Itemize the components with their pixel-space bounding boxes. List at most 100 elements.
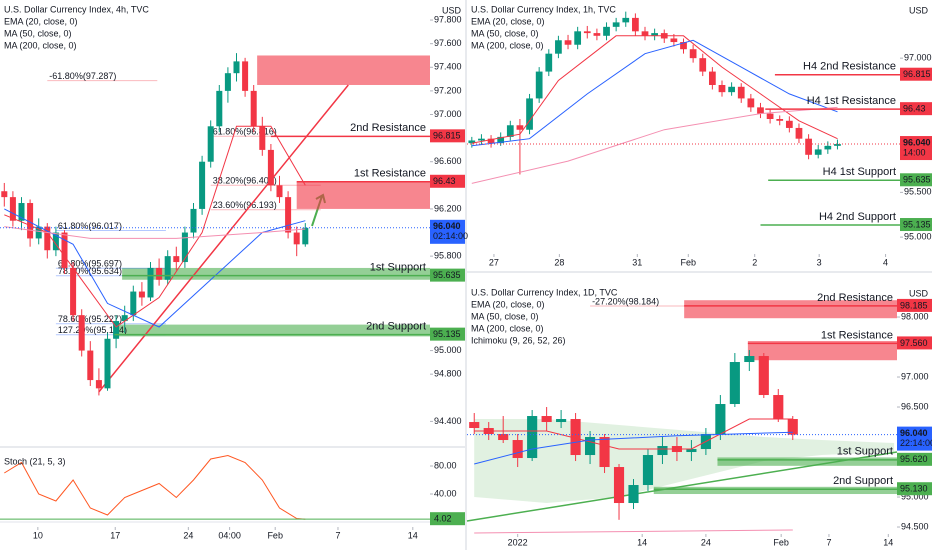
price-tag-label: 95.135	[903, 219, 931, 229]
candle-body	[512, 440, 523, 459]
candle-body	[570, 419, 581, 456]
x-tick-label: 28	[554, 257, 564, 267]
candle-body	[267, 149, 274, 186]
y-tick-label: 97.000	[904, 53, 932, 63]
candle-body	[622, 17, 630, 23]
indicator-line	[471, 39, 838, 147]
candle-body	[574, 31, 582, 45]
fib-label: 78.60%(95.634)	[58, 266, 122, 276]
candle-body	[70, 267, 77, 316]
candle-body	[729, 362, 740, 405]
fib-label: -61.80%(97.287)	[49, 71, 116, 81]
y-tick-label: 96.200	[434, 203, 462, 213]
x-tick-label: 17	[110, 530, 120, 540]
candle-body	[52, 232, 59, 251]
zone	[747, 341, 897, 361]
candle-body	[181, 232, 188, 263]
candle-body	[603, 26, 610, 36]
zone	[122, 267, 431, 280]
candle-body	[276, 185, 283, 198]
indicator-name: EMA (20, close, 0)	[4, 16, 78, 26]
level-label: 2nd Resistance	[817, 292, 893, 304]
level-label: H4 1st Resistance	[807, 95, 896, 107]
value-tag	[430, 512, 465, 526]
candle-body	[497, 136, 505, 144]
candle-body	[535, 71, 543, 99]
indicator-name: EMA (20, close, 0)	[471, 16, 545, 26]
candle-body	[526, 98, 533, 130]
y-tick-label: 98.000	[901, 311, 929, 321]
x-tick-label: 24	[183, 530, 193, 540]
level-label: 1st Support	[370, 262, 426, 274]
level-label: 2nd Support	[833, 475, 893, 487]
chart-title: U.S. Dollar Currency Index, 4h, TVC	[4, 4, 149, 14]
value-tag-label: 4.02	[434, 514, 452, 524]
last-price-tag	[900, 136, 932, 161]
y-tick-label: 97.000	[901, 371, 929, 381]
price-tag	[897, 452, 932, 466]
x-tick-label: 14	[637, 537, 647, 547]
y-tick-label: 95.000	[901, 491, 929, 501]
candle-body	[199, 161, 206, 209]
price-tag-label: 96.43	[903, 104, 926, 114]
countdown: 14:00	[903, 147, 926, 157]
price-tag-label: 95.135	[433, 329, 461, 339]
candle-body	[259, 126, 266, 150]
candle-body	[516, 125, 524, 130]
candle-body	[469, 422, 480, 429]
candle-body	[612, 22, 620, 27]
y-tick-label: 94.400	[434, 416, 462, 426]
price-tag	[430, 129, 465, 143]
fib-label: 127.20%(95.134)	[58, 325, 127, 335]
last-price-label: 96.040	[900, 428, 928, 438]
candle-body	[190, 208, 197, 233]
price-tag	[430, 268, 465, 282]
y-tick-label: 97.400	[434, 62, 462, 72]
fib-label: 38.20%(96.401)	[213, 176, 277, 186]
price-tag-label: 98.185	[900, 300, 928, 310]
candle-body	[599, 437, 610, 468]
fib-label: 61.80%(96.017)	[58, 221, 122, 231]
candle-body	[583, 31, 591, 34]
x-tick-label: 10	[33, 530, 43, 540]
candle-body	[293, 232, 300, 245]
zone	[684, 300, 897, 319]
price-tag	[900, 218, 932, 232]
indicator-name: MA (200, close, 0)	[4, 40, 77, 50]
candle-body	[285, 197, 292, 233]
level-label: H4 1st Support	[823, 166, 896, 178]
axis-unit: USD	[909, 5, 929, 15]
y-tick-label: 97.600	[434, 38, 462, 48]
fib-label: 78.60%(95.227)	[58, 314, 122, 324]
price-tag-label: 95.620	[900, 454, 928, 464]
candle-body	[758, 356, 769, 396]
x-tick-label: 2	[752, 257, 757, 267]
candle-body	[156, 267, 163, 280]
indicator-name: EMA (20, close, 0)	[471, 299, 545, 309]
y-tick-label: 96.600	[434, 156, 462, 166]
candle-body	[632, 17, 639, 32]
candle-body	[686, 449, 697, 453]
candle-body	[718, 85, 726, 93]
candle-body	[27, 203, 34, 239]
countdown: 02:14:00	[433, 231, 468, 241]
x-tick-label: Feb	[267, 530, 283, 540]
candle-body	[138, 291, 145, 298]
candle-body	[564, 40, 572, 45]
candle-body	[113, 321, 120, 339]
candle-body	[18, 203, 25, 221]
candle-body	[87, 350, 94, 381]
candle-body	[680, 42, 687, 50]
candle-body	[130, 291, 137, 316]
candle-body	[593, 33, 601, 36]
chart-title: U.S. Dollar Currency Index, 1D, TVC	[471, 287, 618, 297]
candle-body	[224, 73, 231, 91]
candle-body	[824, 145, 832, 150]
candle-body	[207, 126, 214, 162]
candle-body	[506, 125, 514, 137]
zone	[653, 486, 897, 495]
x-tick-label: 14	[883, 537, 893, 547]
price-tag-label: 96.815	[903, 69, 931, 79]
candle-body	[147, 267, 154, 298]
y-tick-label: 97.200	[434, 85, 462, 95]
